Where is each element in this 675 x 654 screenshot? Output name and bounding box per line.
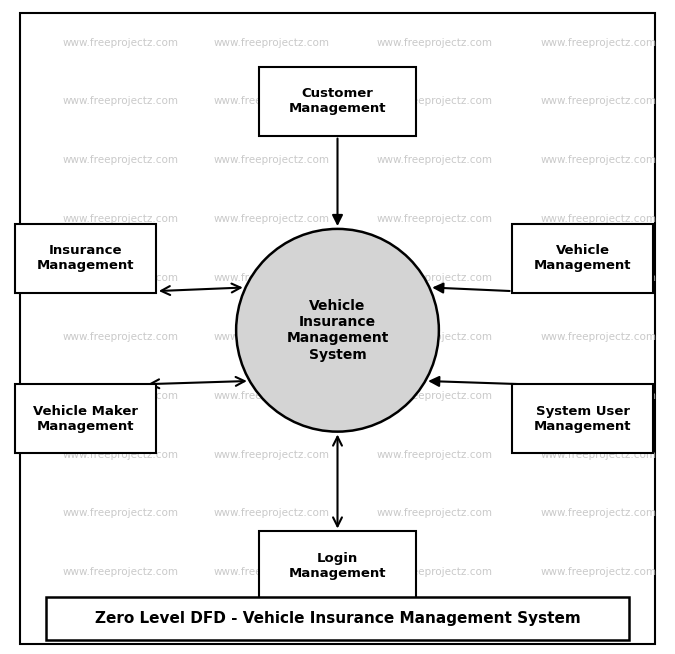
Text: www.freeprojectz.com: www.freeprojectz.com — [377, 96, 493, 107]
Text: www.freeprojectz.com: www.freeprojectz.com — [540, 214, 656, 224]
Text: www.freeprojectz.com: www.freeprojectz.com — [63, 449, 179, 460]
Text: Vehicle Maker
Management: Vehicle Maker Management — [33, 405, 138, 432]
Text: www.freeprojectz.com: www.freeprojectz.com — [377, 449, 493, 460]
Bar — [512, 224, 653, 293]
Text: www.freeprojectz.com: www.freeprojectz.com — [213, 37, 329, 48]
Text: www.freeprojectz.com: www.freeprojectz.com — [377, 214, 493, 224]
Text: www.freeprojectz.com: www.freeprojectz.com — [213, 449, 329, 460]
Text: Vehicle
Management: Vehicle Management — [534, 245, 632, 272]
Text: www.freeprojectz.com: www.freeprojectz.com — [213, 214, 329, 224]
Text: www.freeprojectz.com: www.freeprojectz.com — [63, 273, 179, 283]
Text: Insurance
Management: Insurance Management — [37, 245, 134, 272]
Text: Zero Level DFD - Vehicle Insurance Management System: Zero Level DFD - Vehicle Insurance Manag… — [95, 611, 580, 626]
Text: www.freeprojectz.com: www.freeprojectz.com — [540, 37, 656, 48]
Text: www.freeprojectz.com: www.freeprojectz.com — [63, 567, 179, 577]
Text: Customer
Management: Customer Management — [289, 88, 386, 115]
Text: www.freeprojectz.com: www.freeprojectz.com — [377, 332, 493, 342]
Text: www.freeprojectz.com: www.freeprojectz.com — [377, 567, 493, 577]
Text: www.freeprojectz.com: www.freeprojectz.com — [377, 273, 493, 283]
Text: www.freeprojectz.com: www.freeprojectz.com — [63, 37, 179, 48]
Text: Vehicle
Insurance
Management
System: Vehicle Insurance Management System — [286, 299, 389, 362]
Text: www.freeprojectz.com: www.freeprojectz.com — [63, 332, 179, 342]
Text: www.freeprojectz.com: www.freeprojectz.com — [63, 214, 179, 224]
Text: www.freeprojectz.com: www.freeprojectz.com — [540, 155, 656, 165]
Bar — [16, 385, 156, 453]
Text: www.freeprojectz.com: www.freeprojectz.com — [540, 273, 656, 283]
Text: www.freeprojectz.com: www.freeprojectz.com — [63, 390, 179, 401]
Text: www.freeprojectz.com: www.freeprojectz.com — [377, 37, 493, 48]
Text: www.freeprojectz.com: www.freeprojectz.com — [213, 567, 329, 577]
Text: System User
Management: System User Management — [534, 405, 632, 432]
Text: www.freeprojectz.com: www.freeprojectz.com — [377, 155, 493, 165]
Text: www.freeprojectz.com: www.freeprojectz.com — [377, 508, 493, 519]
Text: www.freeprojectz.com: www.freeprojectz.com — [540, 508, 656, 519]
Text: www.freeprojectz.com: www.freeprojectz.com — [540, 449, 656, 460]
Bar — [47, 597, 628, 640]
Text: www.freeprojectz.com: www.freeprojectz.com — [63, 155, 179, 165]
Text: www.freeprojectz.com: www.freeprojectz.com — [63, 508, 179, 519]
Bar — [16, 224, 156, 293]
Text: www.freeprojectz.com: www.freeprojectz.com — [540, 96, 656, 107]
Text: www.freeprojectz.com: www.freeprojectz.com — [63, 96, 179, 107]
Text: www.freeprojectz.com: www.freeprojectz.com — [213, 155, 329, 165]
Text: www.freeprojectz.com: www.freeprojectz.com — [540, 567, 656, 577]
Text: www.freeprojectz.com: www.freeprojectz.com — [213, 96, 329, 107]
Circle shape — [236, 229, 439, 432]
Bar — [259, 531, 416, 600]
Text: www.freeprojectz.com: www.freeprojectz.com — [213, 273, 329, 283]
Text: www.freeprojectz.com: www.freeprojectz.com — [213, 390, 329, 401]
Text: www.freeprojectz.com: www.freeprojectz.com — [540, 390, 656, 401]
Text: www.freeprojectz.com: www.freeprojectz.com — [213, 508, 329, 519]
Bar — [259, 67, 416, 136]
Text: www.freeprojectz.com: www.freeprojectz.com — [540, 332, 656, 342]
Text: www.freeprojectz.com: www.freeprojectz.com — [377, 390, 493, 401]
Text: Login
Management: Login Management — [289, 552, 386, 579]
Text: www.freeprojectz.com: www.freeprojectz.com — [213, 332, 329, 342]
Bar — [512, 385, 653, 453]
